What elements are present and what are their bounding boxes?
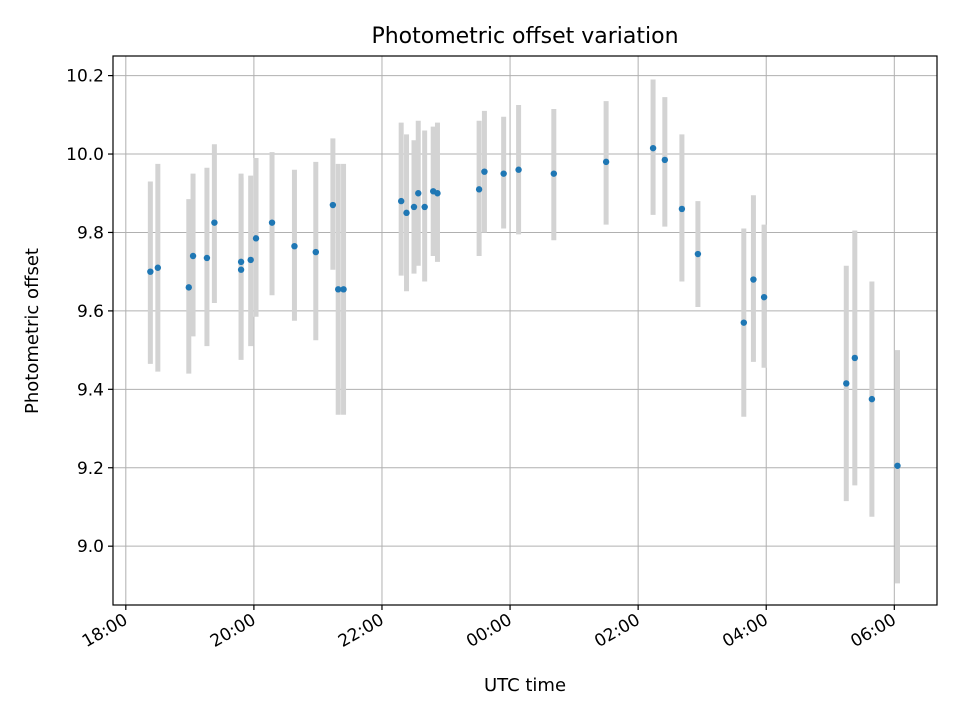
data-point xyxy=(750,276,757,283)
data-point xyxy=(868,395,876,403)
chart-title: Photometric offset variation xyxy=(371,24,678,49)
data-points xyxy=(147,144,901,469)
data-point xyxy=(247,256,254,264)
data-point xyxy=(211,219,218,226)
y-axis-label: Photometric offset xyxy=(22,248,43,414)
data-point xyxy=(550,170,558,177)
x-axis-label: UTC time xyxy=(484,675,566,696)
data-point xyxy=(403,209,410,217)
data-point xyxy=(291,242,298,250)
data-point xyxy=(268,219,276,226)
data-point xyxy=(252,235,260,242)
data-point xyxy=(760,293,768,301)
data-point xyxy=(147,268,154,275)
data-point xyxy=(335,286,342,293)
data-point xyxy=(237,266,245,273)
data-point xyxy=(602,158,610,166)
y-tick-label: 10.2 xyxy=(66,67,104,87)
data-point xyxy=(410,203,418,211)
y-tick-label: 9.0 xyxy=(77,537,104,557)
data-point xyxy=(515,166,522,173)
data-point xyxy=(237,258,245,266)
data-point xyxy=(678,205,686,213)
y-tick-label: 9.8 xyxy=(77,223,104,243)
data-point xyxy=(203,254,211,262)
data-point xyxy=(894,462,901,469)
data-point xyxy=(415,190,422,197)
data-point xyxy=(340,286,347,293)
data-point xyxy=(189,252,197,260)
data-point xyxy=(694,250,702,258)
y-tick-label: 9.2 xyxy=(77,459,104,479)
data-point xyxy=(421,203,428,211)
data-point xyxy=(740,319,748,326)
data-point xyxy=(843,380,850,387)
data-point xyxy=(312,248,319,256)
plot-frame xyxy=(112,55,938,606)
y-tick-label: 9.4 xyxy=(77,380,104,400)
data-point xyxy=(434,190,441,197)
y-tick-label: 10.0 xyxy=(66,145,104,165)
data-point xyxy=(649,144,657,152)
y-axis-ticks: 9.0 9.2 9.4 9.6 9.8 10.0 10.2 xyxy=(66,67,113,557)
data-point xyxy=(851,354,859,362)
y-tick-label: 9.6 xyxy=(77,302,104,322)
data-point xyxy=(397,197,405,205)
data-point xyxy=(154,264,162,271)
data-point xyxy=(185,284,192,291)
data-point xyxy=(329,201,337,209)
data-point xyxy=(475,186,483,193)
data-point xyxy=(481,168,488,175)
data-point xyxy=(500,170,507,177)
data-point xyxy=(661,156,669,164)
